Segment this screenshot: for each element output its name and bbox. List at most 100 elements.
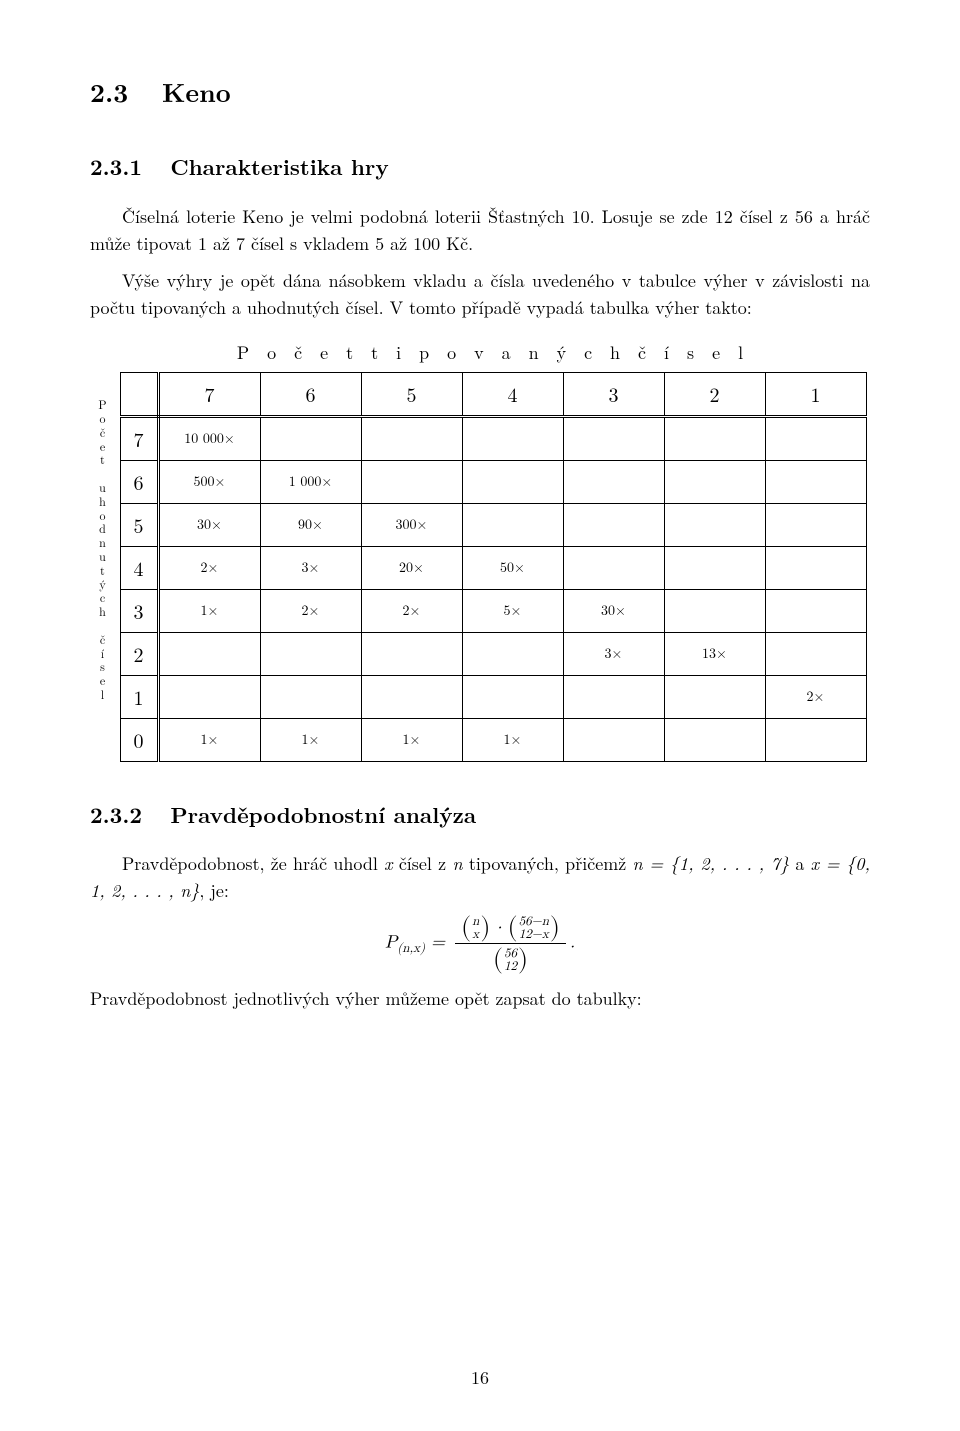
table-cell — [361, 416, 462, 460]
dot: · — [496, 918, 507, 936]
table-cell: 2× — [158, 546, 260, 589]
section-number: 2.3 — [90, 73, 128, 110]
binom-top: 56 — [504, 947, 517, 960]
subsection-title: Pravděpodobnostní analýza — [170, 799, 476, 830]
table-cell: 5× — [462, 589, 563, 632]
table-corner — [120, 372, 158, 416]
table-cell: 20× — [361, 546, 462, 589]
table-col-header: 7 — [158, 372, 260, 416]
binom-bot: 12−x — [519, 928, 549, 941]
table-row-header: 2 — [120, 632, 158, 675]
text: a — [789, 851, 811, 876]
table-row-header: 4 — [120, 546, 158, 589]
table-cell — [664, 718, 765, 761]
table-cell — [260, 675, 361, 718]
table-col-header: 2 — [664, 372, 765, 416]
table-cell — [765, 416, 866, 460]
paragraph-2: Výše výhry je opět dána násobkem vkladu … — [90, 267, 870, 321]
table-cell: 30× — [158, 503, 260, 546]
table-cell: 3× — [563, 632, 664, 675]
set-n: n = {1, 2, . . . , 7} — [633, 851, 790, 876]
subsection-number: 2.3.1 — [90, 151, 142, 182]
table-cell: 2× — [765, 675, 866, 718]
table-cell — [158, 675, 260, 718]
table-cell — [462, 632, 563, 675]
binom-top: n — [472, 915, 479, 928]
table-cell: 50× — [462, 546, 563, 589]
table-cell — [664, 546, 765, 589]
paragraph-3: Pravděpodobnost, že hráč uhodl x čísel z… — [90, 850, 870, 904]
paragraph-1: Číselná loterie Keno je velmi podobná lo… — [90, 203, 870, 257]
table-cell — [462, 416, 563, 460]
formula-tail: . — [570, 934, 575, 952]
table-cell — [462, 503, 563, 546]
table-cell — [664, 589, 765, 632]
payout-table-wrap: Počet uhodnutých čísel P o č e t t i p o… — [90, 339, 870, 762]
formula-sub: (n,x) — [397, 942, 425, 955]
subsection-heading-1: 2.3.1 Charakteristika hry — [90, 144, 870, 185]
table-cell: 1× — [260, 718, 361, 761]
table-cell — [260, 416, 361, 460]
table-vertical-label: Počet uhodnutých čísel — [94, 398, 112, 702]
paragraph-4: Pravděpodobnost jednotlivých výher můžem… — [90, 985, 870, 1012]
table-horizontal-label: P o č e t t i p o v a n ý c h č í s e l — [237, 339, 749, 366]
table-cell — [765, 460, 866, 503]
subsection-heading-2: 2.3.2 Pravděpodobnostní analýza — [90, 792, 870, 833]
section-title: Keno — [162, 73, 231, 110]
formula-eq: = — [425, 934, 451, 952]
table-cell: 1× — [361, 718, 462, 761]
formula-lhs: P — [385, 934, 397, 952]
table-cell: 90× — [260, 503, 361, 546]
table-cell — [765, 718, 866, 761]
subsection-number: 2.3.2 — [90, 799, 142, 830]
table-cell — [260, 632, 361, 675]
table-cell: 1 000× — [260, 460, 361, 503]
table-col-header: 3 — [563, 372, 664, 416]
table-cell: 500× — [158, 460, 260, 503]
table-row-header: 1 — [120, 675, 158, 718]
table-cell — [462, 460, 563, 503]
table-cell — [361, 460, 462, 503]
table-cell — [462, 675, 563, 718]
subsection-title: Charakteristika hry — [170, 151, 388, 182]
table-row-header: 6 — [120, 460, 158, 503]
table-cell: 1× — [158, 589, 260, 632]
table-col-header: 4 — [462, 372, 563, 416]
table-cell: 13× — [664, 632, 765, 675]
binom-bot: 12 — [504, 960, 517, 973]
table-cell — [664, 675, 765, 718]
table-col-header: 5 — [361, 372, 462, 416]
table-cell — [158, 632, 260, 675]
table-cell — [765, 503, 866, 546]
table-cell — [361, 632, 462, 675]
table-cell — [664, 460, 765, 503]
table-row-header: 0 — [120, 718, 158, 761]
table-cell — [765, 589, 866, 632]
table-cell: 1× — [462, 718, 563, 761]
table-cell — [563, 460, 664, 503]
table-cell — [664, 503, 765, 546]
table-row-header: 5 — [120, 503, 158, 546]
table-col-header: 6 — [260, 372, 361, 416]
table-cell — [563, 416, 664, 460]
section-heading: 2.3 Keno — [90, 60, 870, 114]
table-cell: 10 000× — [158, 416, 260, 460]
payout-table: 7654321710 000×6500×1 000×530×90×300×42×… — [120, 372, 867, 762]
table-cell — [361, 675, 462, 718]
table-cell: 30× — [563, 589, 664, 632]
table-cell — [765, 632, 866, 675]
table-cell: 2× — [361, 589, 462, 632]
table-cell: 3× — [260, 546, 361, 589]
text: Pravděpodobnost, že hráč uhodl — [122, 851, 384, 876]
table-row-header: 3 — [120, 589, 158, 632]
table-cell — [765, 546, 866, 589]
binom-bot: x — [472, 928, 479, 941]
text: , je: — [199, 878, 229, 903]
text: tipovaných, přičemž — [463, 851, 633, 876]
probability-formula: P(n,x) = (nx) · (56−n12−x) (5612) . — [90, 914, 870, 973]
table-cell — [563, 718, 664, 761]
table-cell: 300× — [361, 503, 462, 546]
table-cell — [563, 503, 664, 546]
table-cell — [664, 416, 765, 460]
table-col-header: 1 — [765, 372, 866, 416]
